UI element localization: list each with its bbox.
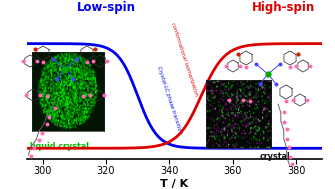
Text: Low-spin: Low-spin	[77, 1, 136, 14]
Text: High-spin: High-spin	[252, 1, 315, 14]
X-axis label: T / K: T / K	[160, 179, 188, 189]
Text: conformational isomerization: conformational isomerization	[170, 22, 199, 97]
Text: crystal: crystal	[260, 152, 290, 161]
Text: liquid crystal: liquid crystal	[30, 143, 89, 151]
Text: Crystal-LC phase transition: Crystal-LC phase transition	[156, 66, 183, 135]
